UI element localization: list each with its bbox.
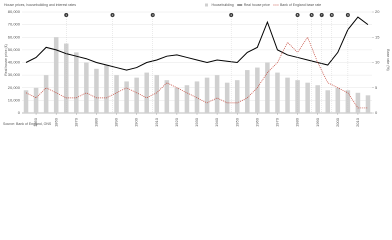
bar xyxy=(315,85,320,113)
y2-tick-label: 5 xyxy=(375,85,378,90)
bar xyxy=(114,75,119,113)
bar xyxy=(335,87,341,113)
x-tick-label: 1870 xyxy=(73,117,78,127)
bar xyxy=(245,70,250,113)
x-tick-label: 2000 xyxy=(335,117,340,127)
legend-label: Housebuilding xyxy=(212,3,234,7)
y2-tick-label: 0 xyxy=(375,110,378,115)
legend-label: Real house price xyxy=(244,3,270,7)
y-tick-label: 50,000 xyxy=(8,47,21,52)
annotation-marker xyxy=(309,13,314,17)
x-tick-label: 1880 xyxy=(93,117,98,127)
legend-swatch xyxy=(205,3,208,7)
x-tick-label: 1910 xyxy=(154,117,159,127)
bar xyxy=(174,87,180,113)
x-tick-label: 1890 xyxy=(114,117,119,127)
bar xyxy=(74,52,79,113)
x-tick-label: 1920 xyxy=(174,117,179,127)
bar xyxy=(305,82,310,113)
bar xyxy=(94,68,99,113)
annotation-marker xyxy=(329,13,334,17)
bar xyxy=(23,90,29,113)
x-tick-label: 1900 xyxy=(134,117,139,127)
annotation-label: 4 xyxy=(230,13,232,17)
x-tick-label: 1940 xyxy=(214,117,219,127)
bar xyxy=(33,87,39,113)
bar xyxy=(295,80,300,113)
annotation-label: 1 xyxy=(65,13,67,17)
x-tick-label: 1970 xyxy=(275,117,280,127)
y-tick-label: 80,000 xyxy=(8,9,21,14)
annotation-marker xyxy=(64,13,69,17)
bar xyxy=(214,75,220,113)
annotation-label: 6 xyxy=(311,13,313,17)
chart: House prices, housebuilding and interest… xyxy=(3,3,390,127)
line xyxy=(25,16,369,71)
annotation-marker xyxy=(345,13,350,17)
bar xyxy=(134,77,139,113)
bar xyxy=(104,65,109,113)
bar xyxy=(355,92,361,113)
chart-title: House prices, housebuilding and interest… xyxy=(4,3,76,7)
legend-label: Bank of England base rate xyxy=(280,3,321,7)
bar xyxy=(265,62,270,113)
annotation-marker xyxy=(319,13,324,17)
x-tick-label: 1950 xyxy=(234,117,239,127)
y2-tick-label: 10 xyxy=(375,60,380,65)
bar xyxy=(224,82,230,113)
y-tick-label: 10,000 xyxy=(8,97,21,102)
x-tick-label: 1930 xyxy=(194,117,199,127)
bar xyxy=(255,67,260,113)
y-tick-label: 20,000 xyxy=(8,85,21,90)
y-tick-label: 30,000 xyxy=(8,72,21,77)
annotation-marker xyxy=(295,13,300,17)
y-tick-label: 70,000 xyxy=(8,22,21,27)
bar xyxy=(184,85,190,113)
x-tick-label: 1980 xyxy=(295,117,300,127)
y-tick-label: 40,000 xyxy=(8,60,21,65)
y2-axis-label: Base rate (%) xyxy=(386,49,390,70)
bar xyxy=(154,75,160,113)
annotation-marker xyxy=(150,13,155,17)
annotation-marker xyxy=(110,13,115,17)
bar xyxy=(234,80,240,113)
x-tick-label: 2010 xyxy=(355,117,360,127)
y-tick-label: 60,000 xyxy=(8,34,21,39)
annotation-label: 3 xyxy=(152,13,154,17)
x-tick-label: 1990 xyxy=(315,117,320,127)
source: Source: Bank of England, ONS xyxy=(3,122,52,126)
bar xyxy=(124,81,129,113)
bar xyxy=(325,90,331,113)
annotation-label: 8 xyxy=(331,13,333,17)
bar xyxy=(53,37,59,113)
bar xyxy=(164,80,170,113)
bar xyxy=(285,77,290,113)
annotation-label: 9 xyxy=(347,13,349,17)
y-tick-label: 0 xyxy=(18,110,21,115)
annotation-marker xyxy=(229,13,234,17)
bar xyxy=(365,95,371,113)
x-tick-label: 1960 xyxy=(254,117,259,127)
annotation-label: 7 xyxy=(321,13,323,17)
x-tick-label: 1860 xyxy=(53,117,58,127)
bar xyxy=(63,43,69,113)
bar xyxy=(204,77,210,113)
annotation-label: 2 xyxy=(112,13,114,17)
annotation-label: 5 xyxy=(297,13,299,17)
bar xyxy=(84,62,89,113)
bar xyxy=(43,75,49,113)
dotted-line xyxy=(25,36,368,109)
y2-tick-label: 15 xyxy=(375,34,380,39)
y-axis-label: Real house price (£) xyxy=(4,44,8,76)
bar xyxy=(194,81,200,113)
bar xyxy=(275,72,280,113)
bar xyxy=(144,72,149,113)
y2-tick-label: 20 xyxy=(375,9,380,14)
x-tick-label: 1850 xyxy=(33,117,38,127)
